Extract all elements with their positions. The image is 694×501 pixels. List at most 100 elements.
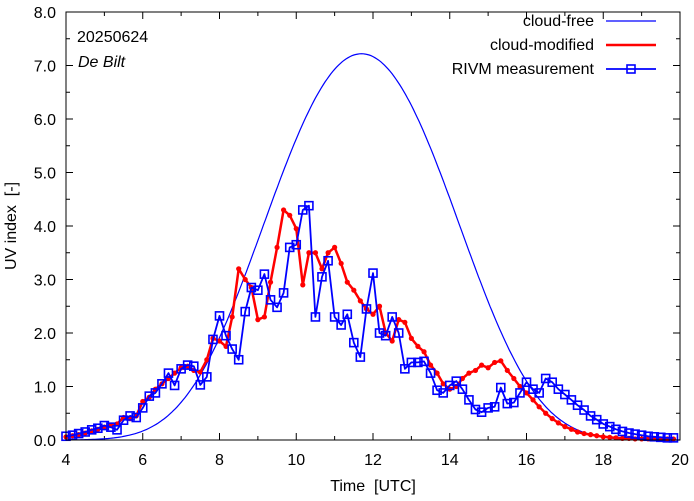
- rivm-measurement-point: [221, 330, 231, 341]
- legend-label-rivm-measurement: RIVM measurement: [452, 61, 595, 78]
- cloud-modified-point: [197, 369, 203, 375]
- cloud-modified-point: [242, 276, 248, 283]
- x-axis-label: Time [UTC]: [330, 478, 416, 495]
- rivm-measurement-point: [278, 288, 289, 298]
- cloud-modified-point: [300, 282, 306, 288]
- cloud-modified-point: [574, 429, 581, 435]
- rivm-measurement-point: [521, 377, 532, 388]
- rivm-measurement-point: [137, 403, 148, 413]
- x-tick-label: 16: [518, 452, 536, 469]
- rivm-measurement-point: [202, 372, 212, 382]
- cloud-modified-point: [267, 279, 274, 285]
- cloud-modified-point: [421, 349, 427, 355]
- rivm-measurement-point: [106, 422, 116, 432]
- y-tick-label: 7.0: [34, 59, 56, 76]
- cloud-modified-point: [255, 317, 261, 323]
- cloud-modified-point: [223, 343, 229, 349]
- rivm-measurement-point: [566, 395, 577, 405]
- rivm-measurement-point: [342, 309, 353, 320]
- cloud-modified-point: [543, 410, 549, 416]
- rivm-measurement-point: [182, 360, 193, 370]
- y-tick-label: 3.0: [34, 273, 56, 290]
- rivm-measurement-point: [470, 404, 481, 415]
- rivm-measurement-point: [425, 368, 436, 378]
- rivm-measurement-point: [495, 382, 506, 393]
- rivm-measurement-point: [553, 384, 564, 394]
- cloud-modified-point: [325, 250, 331, 256]
- cloud-modified-point: [504, 367, 510, 374]
- cloud-modified-point: [216, 338, 223, 344]
- cloud-modified-point: [562, 424, 568, 430]
- rivm-measurement-point: [604, 421, 615, 432]
- cloud-modified-point: [549, 416, 555, 422]
- cloud-modified-point: [261, 314, 267, 320]
- plot-frame: [65, 11, 681, 441]
- rivm-measurement-point: [617, 426, 628, 437]
- cloud-modified-point: [594, 433, 600, 439]
- rivm-measurement-point: [336, 320, 346, 330]
- cloud-modified-point: [530, 397, 536, 403]
- rivm-measurement-point: [572, 400, 583, 411]
- legend-label-cloud-free: cloud-free: [523, 13, 594, 30]
- axis-ticks: [65, 11, 681, 441]
- rivm-measurement-point: [509, 397, 519, 408]
- cloud-modified-point: [338, 260, 344, 267]
- rivm-measurement-point: [400, 364, 410, 374]
- rivm-measurement-point: [579, 405, 589, 415]
- rivm-measurement-point: [284, 242, 295, 253]
- rivm-measurement-point: [67, 430, 78, 440]
- rivm-measurement-point: [291, 239, 302, 250]
- y-tick-label: 2.0: [34, 326, 56, 343]
- rivm-measurement-point: [393, 328, 404, 338]
- x-tick-label: 18: [594, 452, 612, 469]
- rivm-measurement-point: [195, 380, 206, 390]
- y-axis-label: UV index [-]: [3, 182, 20, 270]
- rivm-measurement-point: [547, 377, 558, 388]
- cloud-modified-point: [396, 317, 402, 323]
- cloud-modified-point: [172, 370, 178, 376]
- cloud-modified-point: [357, 298, 363, 304]
- legend-marker-rivm-measurement: [626, 64, 636, 74]
- cloud-modified-point: [472, 367, 479, 374]
- rivm-measurement-point: [112, 425, 122, 435]
- y-tick-label: 1.0: [34, 380, 56, 397]
- rivm-measurement-point: [361, 304, 372, 314]
- cloud-modified-point: [370, 311, 376, 317]
- rivm-measurement-point: [368, 268, 378, 278]
- rivm-measurement-point: [457, 384, 468, 394]
- rivm-measurement-point: [323, 255, 333, 266]
- rivm-measurement-point: [188, 361, 199, 371]
- series-line-cloud-modified: [65, 208, 674, 441]
- cloud-modified-point: [607, 434, 613, 440]
- rivm-measurement-point: [227, 344, 237, 354]
- cloud-modified-point: [523, 390, 530, 396]
- cloud-modified-point: [498, 358, 504, 364]
- rivm-measurement-point: [534, 388, 544, 398]
- cloud-modified-point: [306, 250, 312, 256]
- cloud-modified-point: [613, 435, 619, 441]
- rivm-measurement-point: [489, 402, 500, 412]
- cloud-modified-point: [376, 303, 383, 309]
- series-line-rivm-measurement: [65, 204, 674, 439]
- rivm-measurement-point: [86, 425, 97, 435]
- cloud-modified-point: [440, 381, 446, 387]
- cloud-modified-point: [402, 319, 408, 325]
- rivm-measurement-point: [310, 312, 321, 322]
- cloud-modified-point: [485, 365, 491, 371]
- rivm-measurement-point: [272, 302, 282, 313]
- rivm-measurement-point: [233, 354, 244, 365]
- cloud-modified-point: [600, 434, 606, 440]
- rivm-measurement-point: [560, 389, 570, 400]
- cloud-modified-point: [568, 426, 574, 432]
- rivm-measurement-point: [419, 356, 429, 367]
- rivm-measurement-point: [73, 428, 84, 439]
- rivm-measurement-point: [304, 200, 314, 211]
- rivm-measurement-point: [355, 352, 366, 362]
- series-layer: [61, 53, 680, 443]
- rivm-measurement-point: [630, 429, 640, 439]
- rivm-measurement-point: [214, 311, 225, 321]
- rivm-measurement-point: [157, 379, 167, 389]
- rivm-measurement-point: [598, 419, 609, 429]
- rivm-measurement-point: [636, 430, 647, 440]
- rivm-measurement-point: [611, 424, 621, 435]
